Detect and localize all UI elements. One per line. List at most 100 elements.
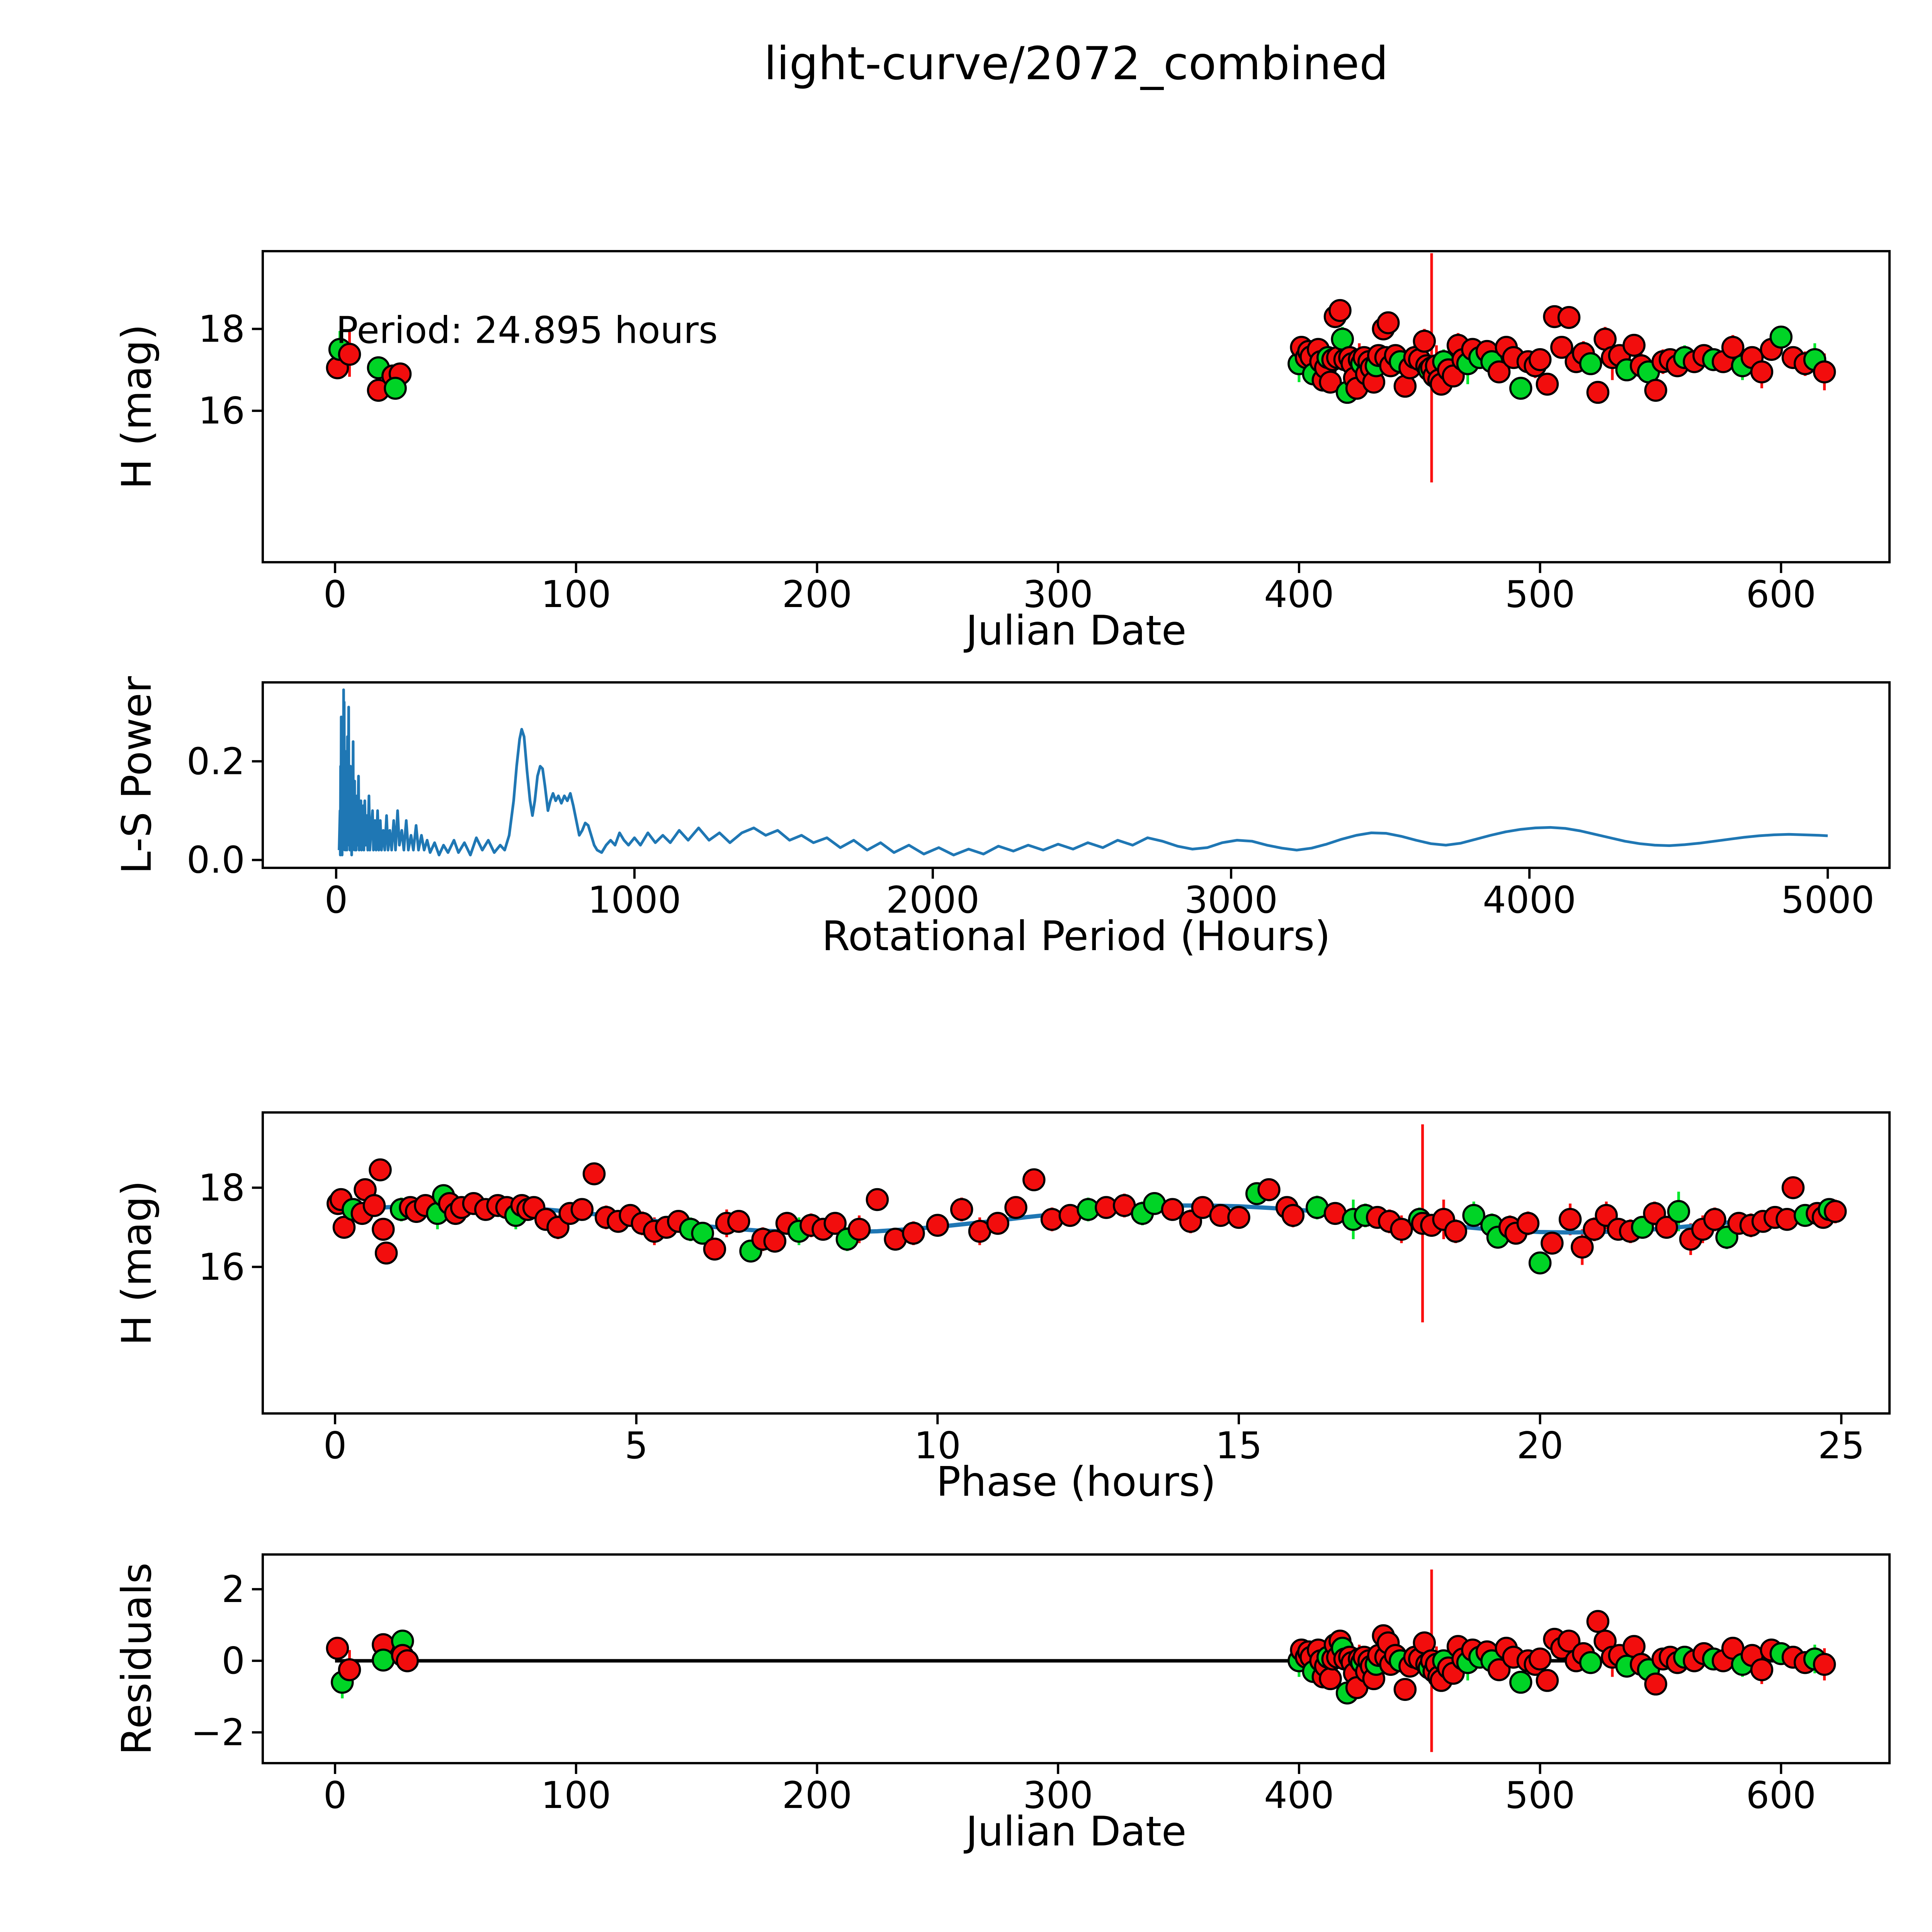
x-tick-label: 20 <box>1517 1425 1563 1467</box>
data-point <box>691 1221 714 1245</box>
data-point <box>1813 1653 1836 1676</box>
axes-spine <box>262 250 1891 563</box>
data-point <box>847 1218 871 1241</box>
data-point <box>763 1230 787 1253</box>
data-point <box>1550 336 1573 359</box>
data-point <box>902 1221 925 1245</box>
x-tick-label: 15 <box>1216 1425 1262 1467</box>
axes-spine <box>262 681 1891 869</box>
x-tick-label: 300 <box>1023 1774 1093 1817</box>
data-point <box>326 1636 349 1660</box>
data-point <box>582 1162 606 1185</box>
data-point <box>1509 377 1532 400</box>
data-point <box>1444 1219 1468 1243</box>
x-tick-label: 10 <box>914 1425 961 1467</box>
data-point <box>1667 1200 1690 1223</box>
panel-lomb-scargle-periodogram: 0 1000 2000 3000 4000 5000 0.0 0.2 Rotational Pe… <box>113 676 1891 960</box>
y-tick-label: 2 <box>222 1568 245 1611</box>
data-point <box>372 1648 395 1672</box>
data-point <box>1319 1667 1342 1690</box>
data-point <box>369 1158 392 1182</box>
data-point <box>362 1194 386 1217</box>
axes-spine <box>262 1553 1891 1764</box>
x-axis-label: Phase (hours) <box>936 1458 1216 1505</box>
x-tick-label: 5000 <box>1781 879 1874 922</box>
panel-lightcurve-vs-julian-date: 0 100 200 300 400 500 600 16 18 Julian Date H (mag… <box>113 250 1891 654</box>
data-point <box>1281 1204 1305 1227</box>
data-point <box>866 1188 889 1211</box>
x-tick-label: 0 <box>323 1425 347 1467</box>
y-tick-label: 18 <box>198 308 245 350</box>
data-point <box>1022 1168 1046 1191</box>
data-point <box>1622 333 1646 357</box>
data-point <box>1586 381 1610 404</box>
x-tick-label: 600 <box>1746 1774 1816 1817</box>
data-point <box>1823 1200 1847 1223</box>
data-point <box>1004 1196 1027 1219</box>
data-point <box>372 1218 395 1241</box>
data-point <box>1462 1204 1485 1227</box>
data-point <box>1319 371 1342 394</box>
data-point <box>1536 372 1559 396</box>
data-point <box>1750 1658 1774 1682</box>
y-tick-label: 18 <box>198 1167 245 1209</box>
data-point <box>1393 1678 1417 1701</box>
x-tick-label: 200 <box>782 1774 852 1817</box>
data-point <box>332 1216 356 1239</box>
x-axis-label: Rotational Period (Hours) <box>822 913 1330 960</box>
periodogram-curve <box>338 688 1828 857</box>
data-point <box>823 1212 847 1235</box>
data-point <box>1536 1669 1559 1692</box>
y-tick-label: 0 <box>222 1640 245 1682</box>
data-point <box>1703 1208 1726 1231</box>
data-point <box>1487 1658 1511 1682</box>
x-tick-label: 3000 <box>1184 879 1278 922</box>
x-tick-label: 4000 <box>1483 879 1576 922</box>
x-tick-label: 600 <box>1746 573 1816 616</box>
panel-phase-folded-lightcurve: 0 5 10 15 20 25 16 18 Phase (hours) H (mag) <box>113 1111 1891 1505</box>
x-tick-label: 500 <box>1505 573 1575 616</box>
data-point <box>950 1198 973 1221</box>
x-tick-label: 2000 <box>886 879 980 922</box>
data-point <box>1644 1672 1667 1696</box>
y-tick-label: −2 <box>191 1711 245 1754</box>
data-point <box>1161 1198 1184 1221</box>
data-point <box>1528 1251 1552 1275</box>
y-tick-label: 0.0 <box>187 839 245 882</box>
y-tick-label: 16 <box>198 390 245 432</box>
data-point <box>1528 348 1552 371</box>
x-tick-label: 200 <box>782 573 852 616</box>
data-point <box>1390 1218 1413 1241</box>
x-tick-label: 400 <box>1264 1774 1334 1817</box>
data-point <box>1557 306 1581 329</box>
data-point <box>1586 1610 1610 1633</box>
y-axis-label: Residuals <box>113 1563 160 1755</box>
data-point <box>1413 330 1436 353</box>
data-point <box>703 1237 726 1261</box>
axes-spine <box>262 1111 1891 1415</box>
x-tick-label: 5 <box>625 1425 648 1467</box>
data-point <box>1516 1212 1540 1235</box>
x-tick-label: 1000 <box>588 879 681 922</box>
x-tick-label: 100 <box>541 1774 611 1817</box>
x-tick-label: 300 <box>1023 573 1093 616</box>
data-point <box>986 1212 1010 1235</box>
x-tick-label: 400 <box>1264 573 1334 616</box>
data-point <box>926 1214 949 1237</box>
figure-title: light-curve/2072_combined <box>764 37 1388 90</box>
x-tick-label: 500 <box>1505 1774 1575 1817</box>
x-axis-label: Julian Date <box>963 1808 1186 1855</box>
data-point <box>1721 336 1745 359</box>
data-point <box>396 1649 419 1672</box>
data-point <box>570 1198 594 1221</box>
data-point <box>1376 311 1400 335</box>
data-point <box>1579 352 1602 376</box>
data-point <box>727 1210 750 1233</box>
data-point <box>1579 1651 1602 1674</box>
panel-residuals-vs-julian-date: 0 100 200 300 400 500 600 −2 0 2 Julian Date Residu… <box>113 1553 1891 1855</box>
y-axis-label: H (mag) <box>113 1180 160 1346</box>
data-point <box>1541 1231 1564 1255</box>
period-annotation: Period: 24.895 hours <box>336 309 718 352</box>
x-tick-label: 0 <box>323 573 347 616</box>
